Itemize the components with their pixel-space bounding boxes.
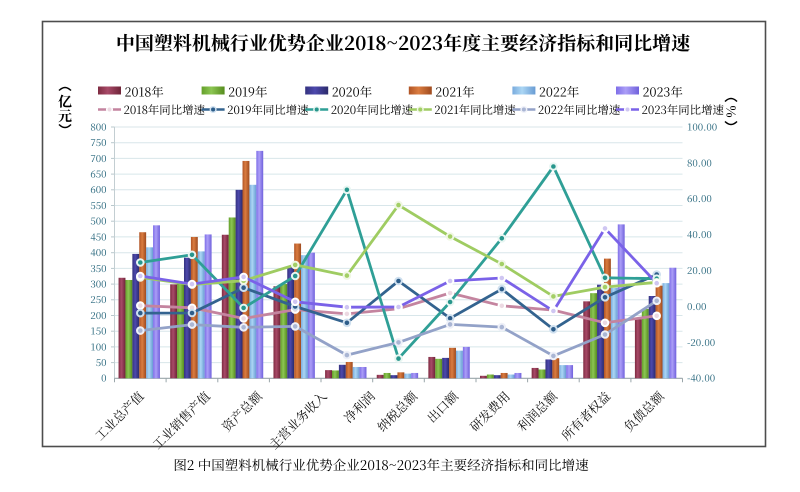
svg-text:2023年: 2023年 (643, 83, 683, 101)
svg-text:净利润: 净利润 (339, 387, 378, 426)
svg-text:主营业务收入: 主营业务收入 (265, 387, 331, 453)
svg-text:60.00: 60.00 (687, 191, 712, 205)
svg-text:0.00: 0.00 (687, 299, 706, 313)
svg-text:800: 800 (90, 119, 106, 133)
svg-text:2019年同比增速: 2019年同比增速 (227, 102, 309, 118)
svg-text:出口额: 出口额 (423, 387, 463, 427)
svg-text:所有者权益: 所有者权益 (557, 387, 614, 444)
svg-text:研发费用: 研发费用 (465, 387, 513, 435)
svg-text:650: 650 (90, 167, 106, 181)
svg-text:-40.00: -40.00 (687, 371, 715, 385)
svg-text:-20.00: -20.00 (687, 335, 715, 349)
svg-text:利润总额: 利润总额 (513, 387, 561, 435)
svg-text:50: 50 (96, 355, 107, 369)
svg-text:2018年同比增速: 2018年同比增速 (124, 102, 206, 118)
svg-text:负债总额: 负债总额 (619, 387, 667, 435)
svg-text:2021年: 2021年 (435, 83, 474, 101)
svg-text:2023年同比增速: 2023年同比增速 (642, 102, 725, 118)
svg-text:2022年: 2022年 (539, 83, 579, 101)
svg-text:2018年: 2018年 (125, 83, 164, 101)
svg-text:工业总产值: 工业总产值 (91, 387, 148, 444)
svg-text:2020年: 2020年 (332, 83, 372, 101)
svg-text:150: 150 (90, 324, 106, 338)
svg-text:350: 350 (90, 261, 106, 275)
svg-text:80.00: 80.00 (687, 155, 712, 169)
svg-text:2022年同比增速: 2022年同比增速 (538, 102, 621, 118)
svg-text:元: 元 (58, 106, 72, 126)
svg-text:100: 100 (90, 339, 106, 353)
svg-text:2019年: 2019年 (228, 83, 267, 101)
svg-text:%: % (723, 105, 741, 117)
svg-text:250: 250 (90, 292, 106, 306)
svg-text:亿: 亿 (58, 92, 72, 112)
svg-text:750: 750 (90, 135, 106, 149)
svg-text:40.00: 40.00 (687, 227, 712, 241)
svg-text:550: 550 (90, 198, 106, 212)
svg-text:中国塑料机械行业优势企业2018~2023年度主要经济指标和: 中国塑料机械行业优势企业2018~2023年度主要经济指标和同比增速 (116, 29, 690, 56)
svg-text:450: 450 (90, 229, 106, 243)
svg-text:2020年同比增速: 2020年同比增速 (331, 102, 414, 118)
svg-text:400: 400 (90, 245, 106, 259)
svg-text:纳税总额: 纳税总额 (373, 387, 421, 435)
svg-text:0: 0 (101, 371, 106, 385)
svg-text:200: 200 (90, 308, 106, 322)
svg-text:300: 300 (90, 277, 106, 291)
svg-text:700: 700 (90, 151, 106, 165)
svg-text:资产总额: 资产总额 (218, 387, 266, 435)
svg-text:2021年同比增速: 2021年同比增速 (434, 102, 516, 118)
svg-text:600: 600 (90, 182, 106, 196)
svg-text:20.00: 20.00 (687, 263, 712, 277)
svg-text:500: 500 (90, 214, 106, 228)
svg-text:工业销售产值: 工业销售产值 (148, 387, 214, 453)
svg-text:100.00: 100.00 (687, 119, 717, 133)
svg-text:图2 中国塑料机械行业优势企业2018~2023年主要经济: 图2 中国塑料机械行业优势企业2018~2023年主要经济指标和同比增速 (173, 454, 589, 474)
